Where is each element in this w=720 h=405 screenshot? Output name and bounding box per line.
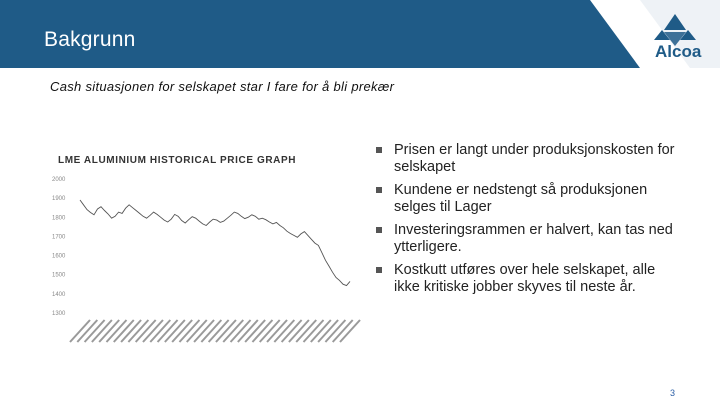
x-tick-label-mark — [229, 319, 252, 343]
x-tick-label-mark — [295, 319, 317, 343]
bullet-marker-icon — [376, 187, 382, 193]
x-tick-label-mark — [244, 319, 266, 343]
page-number: 3 — [670, 388, 676, 398]
x-tick-label-mark — [105, 319, 128, 343]
x-tick-label-mark — [207, 319, 230, 343]
price-chart: 2000 1900 1800 1700 1600 1500 1400 1300 — [52, 177, 361, 343]
x-tick-label-mark — [331, 319, 354, 343]
x-tick-label-mark — [266, 319, 288, 343]
bullet-marker-icon — [376, 227, 382, 233]
y-tick-label: 1700 — [52, 234, 66, 240]
x-tick-label-mark — [215, 319, 237, 343]
alcoa-logo-icon — [654, 14, 696, 46]
bullet-text: Prisen er langt under produksjonskosten … — [394, 142, 675, 175]
x-tick-label-mark — [142, 319, 164, 343]
x-tick-label-mark — [237, 319, 259, 343]
bullet-text: Investeringsrammen er halvert, kan tas n… — [394, 222, 673, 255]
y-tick-label: 2000 — [52, 177, 66, 183]
y-tick-label: 1900 — [52, 196, 66, 202]
x-tick-label-mark — [280, 319, 303, 343]
bullet-text: Kundene er nedstengt så produksjonen sel… — [394, 182, 648, 215]
x-tick-label-mark — [288, 319, 310, 343]
x-tick-label-mark — [98, 319, 120, 343]
x-tick-label-mark — [186, 319, 208, 343]
bullet-marker-icon — [376, 267, 382, 273]
x-tick-label-mark — [317, 319, 339, 343]
bullet-marker-icon — [376, 147, 382, 153]
x-tick-label-mark — [251, 319, 274, 343]
page-title: Bakgrunn — [44, 28, 136, 51]
x-tick-label-mark — [200, 319, 223, 343]
x-tick-label-mark — [134, 319, 157, 343]
x-tick-label-mark — [83, 319, 106, 343]
y-tick-label: 1400 — [52, 292, 66, 298]
x-tick-label-mark — [164, 319, 186, 343]
y-tick-label: 1600 — [52, 254, 66, 260]
x-tick-label-mark — [69, 319, 91, 343]
x-tick-label-mark — [171, 319, 193, 343]
x-tick-label-mark — [302, 319, 325, 343]
x-tick-label-mark — [91, 319, 113, 343]
x-tick-label-mark — [149, 319, 172, 343]
y-tick-label: 1300 — [52, 311, 66, 317]
x-tick-label-mark — [222, 319, 244, 343]
bullet-item: Prisen er langt under produksjonskosten … — [376, 142, 676, 176]
price-series-line — [79, 199, 351, 287]
x-tick-label-mark — [339, 319, 361, 343]
y-tick-label: 1800 — [52, 215, 66, 221]
x-tick-label-mark — [193, 319, 215, 343]
x-tick-label-mark — [120, 319, 142, 343]
x-tick-label-mark — [324, 319, 347, 343]
bullet-item: Investeringsrammen er halvert, kan tas n… — [376, 222, 676, 256]
bullet-item: Kundene er nedstengt så produksjonen sel… — [376, 182, 676, 216]
bullet-list: Prisen er langt under produksjonskosten … — [376, 142, 676, 302]
bullet-text: Kostkutt utføres over hele selskapet, al… — [394, 262, 656, 295]
x-tick-label-mark — [76, 319, 99, 343]
x-tick-label-mark — [310, 319, 332, 343]
x-tick-label-mark — [156, 319, 179, 343]
x-tick-label-mark — [273, 319, 296, 343]
y-tick-label: 1500 — [52, 273, 66, 279]
chart-title: LME ALUMINIUM HISTORICAL PRICE GRAPH — [58, 155, 297, 166]
bullet-item: Kostkutt utføres over hele selskapet, al… — [376, 262, 676, 296]
x-tick-label-mark — [113, 319, 135, 343]
x-tick-label-mark — [258, 319, 281, 343]
x-tick-label-mark — [127, 319, 150, 343]
logo-text: Alcoa — [655, 42, 702, 61]
slide-subtitle: Cash situasjonen for selskapet star I fa… — [50, 79, 395, 94]
x-tick-label-mark — [178, 319, 201, 343]
